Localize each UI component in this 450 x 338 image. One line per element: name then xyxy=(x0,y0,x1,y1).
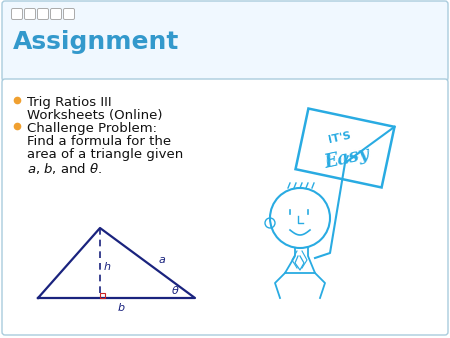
FancyBboxPatch shape xyxy=(12,8,22,20)
Text: $b$: $b$ xyxy=(117,301,126,313)
Text: Assignment: Assignment xyxy=(13,30,180,54)
FancyBboxPatch shape xyxy=(2,1,448,81)
Text: IT'S: IT'S xyxy=(328,131,352,145)
Text: Easy: Easy xyxy=(323,144,371,172)
FancyBboxPatch shape xyxy=(2,79,448,335)
FancyBboxPatch shape xyxy=(63,8,75,20)
Text: Worksheets (Online): Worksheets (Online) xyxy=(27,109,162,122)
Text: Challenge Problem:: Challenge Problem: xyxy=(27,122,157,135)
FancyBboxPatch shape xyxy=(24,8,36,20)
Text: $a$: $a$ xyxy=(158,255,166,265)
Polygon shape xyxy=(296,108,395,188)
Text: $\theta$: $\theta$ xyxy=(171,284,180,296)
Text: $a$, $b$, and $\theta$.: $a$, $b$, and $\theta$. xyxy=(27,161,102,176)
Bar xyxy=(100,293,105,298)
Text: $h$: $h$ xyxy=(103,260,111,272)
FancyBboxPatch shape xyxy=(50,8,62,20)
Text: Trig Ratios III: Trig Ratios III xyxy=(27,96,112,109)
Text: area of a triangle given: area of a triangle given xyxy=(27,148,183,161)
Text: Find a formula for the: Find a formula for the xyxy=(27,135,171,148)
FancyBboxPatch shape xyxy=(37,8,49,20)
